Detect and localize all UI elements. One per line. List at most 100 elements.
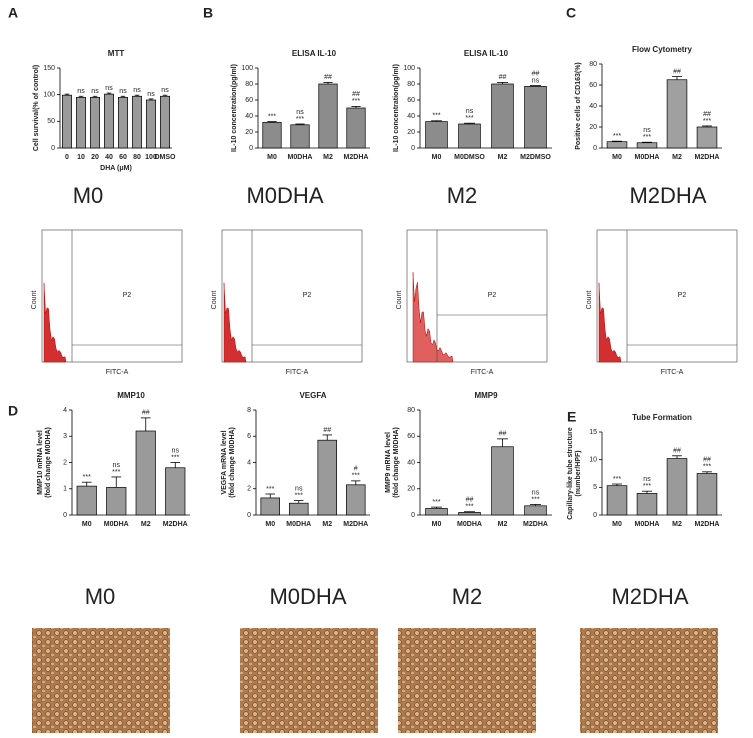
flow-plot-frame xyxy=(406,229,548,363)
y-tick-label: 80 xyxy=(245,81,253,88)
bar xyxy=(262,122,282,149)
flow-histogram xyxy=(223,282,247,363)
x-tick-label: 80 xyxy=(133,154,141,161)
y-axis-label: Cell survival(% of control) xyxy=(33,65,40,151)
significance-label: *** xyxy=(266,486,274,493)
gate-label: P2 xyxy=(303,292,312,299)
y-tick-label: 15 xyxy=(589,429,597,436)
chart-title: ELISA IL-10 xyxy=(464,49,509,58)
x-tick-label: 60 xyxy=(119,154,127,161)
chart-title: MMP10 xyxy=(117,391,145,400)
y-tick-label: 60 xyxy=(407,97,415,104)
y-tick-label: 0 xyxy=(247,512,251,519)
significance-label: *** xyxy=(613,133,621,140)
x-tick-label: M0DHA xyxy=(288,154,313,161)
y-tick-label: 6 xyxy=(247,433,251,440)
significance-label: # xyxy=(354,466,358,473)
y-tick-label: 0 xyxy=(411,512,415,519)
x-tick-label: M0 xyxy=(612,521,622,528)
y-tick-label: 60 xyxy=(589,82,597,89)
y-tick-label: 40 xyxy=(407,459,415,466)
bar xyxy=(636,493,658,516)
significance-label: ## xyxy=(323,427,331,434)
bar xyxy=(290,124,310,149)
x-tick-label: M0DHA xyxy=(104,521,129,528)
y-tick-label: 5 xyxy=(593,484,597,491)
x-tick-label: M0DHA xyxy=(286,521,311,528)
x-tick-label: M2DMSO xyxy=(520,154,551,161)
x-tick-label: M0DMSO xyxy=(454,154,485,161)
image-sample-label: M2DHA xyxy=(611,584,688,609)
significance-label: ## xyxy=(352,91,360,98)
significance-label: ## xyxy=(532,70,540,77)
flow-y-label: Count xyxy=(211,291,218,310)
flow-x-label: FITC-A xyxy=(661,369,684,376)
y-tick-label: 100 xyxy=(43,92,55,99)
significance-label: *** xyxy=(465,115,473,122)
bar xyxy=(666,79,688,149)
panel-letter: A xyxy=(8,5,18,21)
y-tick-label: 80 xyxy=(407,81,415,88)
panel-letter: B xyxy=(203,5,213,21)
chart-title: ELISA IL-10 xyxy=(292,49,337,58)
y-axis-label: (fold change M0DHA) xyxy=(45,427,52,498)
bar xyxy=(425,508,448,516)
flow-x-label: FITC-A xyxy=(471,369,494,376)
significance-label: *** xyxy=(432,499,440,506)
image-sample-label: M0 xyxy=(85,584,116,609)
image-sample-label: M2 xyxy=(452,584,483,609)
x-tick-label: M2 xyxy=(141,521,151,528)
y-tick-label: 60 xyxy=(245,97,253,104)
flow-plot-frame xyxy=(41,229,183,363)
y-axis-label: (number/HPF) xyxy=(575,450,582,496)
y-tick-label: 0 xyxy=(593,512,597,519)
significance-label: *** xyxy=(268,113,276,120)
x-tick-label: 0 xyxy=(65,154,69,161)
flow-plot-frame xyxy=(596,229,738,363)
y-axis-label: Positive cells of CD163(%) xyxy=(575,62,582,150)
significance-label: ns xyxy=(295,485,303,492)
bar xyxy=(606,141,628,149)
x-tick-label: M2 xyxy=(672,154,682,161)
significance-label: *** xyxy=(352,98,360,105)
y-tick-label: 80 xyxy=(589,61,597,68)
significance-label: ns xyxy=(466,108,474,115)
bar xyxy=(146,99,156,149)
y-axis-label: Capillary-like tube structure xyxy=(567,427,574,520)
significance-label: *** xyxy=(171,454,179,461)
y-tick-label: 60 xyxy=(407,433,415,440)
significance-label: *** xyxy=(112,469,120,476)
significance-label: *** xyxy=(531,496,539,503)
flow-sample-label: M2 xyxy=(447,183,478,208)
y-tick-label: 0 xyxy=(593,145,597,152)
y-tick-label: 4 xyxy=(63,407,67,414)
x-tick-label: M0 xyxy=(82,521,92,528)
flow-histogram xyxy=(598,282,622,363)
significance-label: ## xyxy=(466,497,474,504)
micrograph xyxy=(398,628,536,733)
y-tick-label: 0 xyxy=(249,145,253,152)
flow-y-label: Count xyxy=(31,291,38,310)
bar xyxy=(696,473,718,516)
flow-sample-label: M0DHA xyxy=(246,183,323,208)
x-tick-label: M2DHA xyxy=(695,154,720,161)
significance-label: ns xyxy=(532,489,540,496)
y-tick-label: 100 xyxy=(241,65,253,72)
y-tick-label: 10 xyxy=(589,457,597,464)
bar xyxy=(106,487,127,516)
bar xyxy=(160,95,170,149)
bar xyxy=(458,512,481,516)
x-tick-label: M2 xyxy=(323,154,333,161)
significance-label: ns xyxy=(133,87,141,94)
y-tick-label: 0 xyxy=(411,145,415,152)
flow-y-label: Count xyxy=(396,291,403,310)
chart-title: VEGFA xyxy=(299,391,326,400)
bar xyxy=(666,458,688,516)
bar xyxy=(62,94,72,149)
significance-label: *** xyxy=(432,113,440,120)
significance-label: ns xyxy=(113,462,121,469)
significance-label: ## xyxy=(673,448,681,455)
significance-label: ## xyxy=(703,457,711,464)
significance-label: *** xyxy=(703,464,711,471)
x-tick-label: M0 xyxy=(432,521,442,528)
